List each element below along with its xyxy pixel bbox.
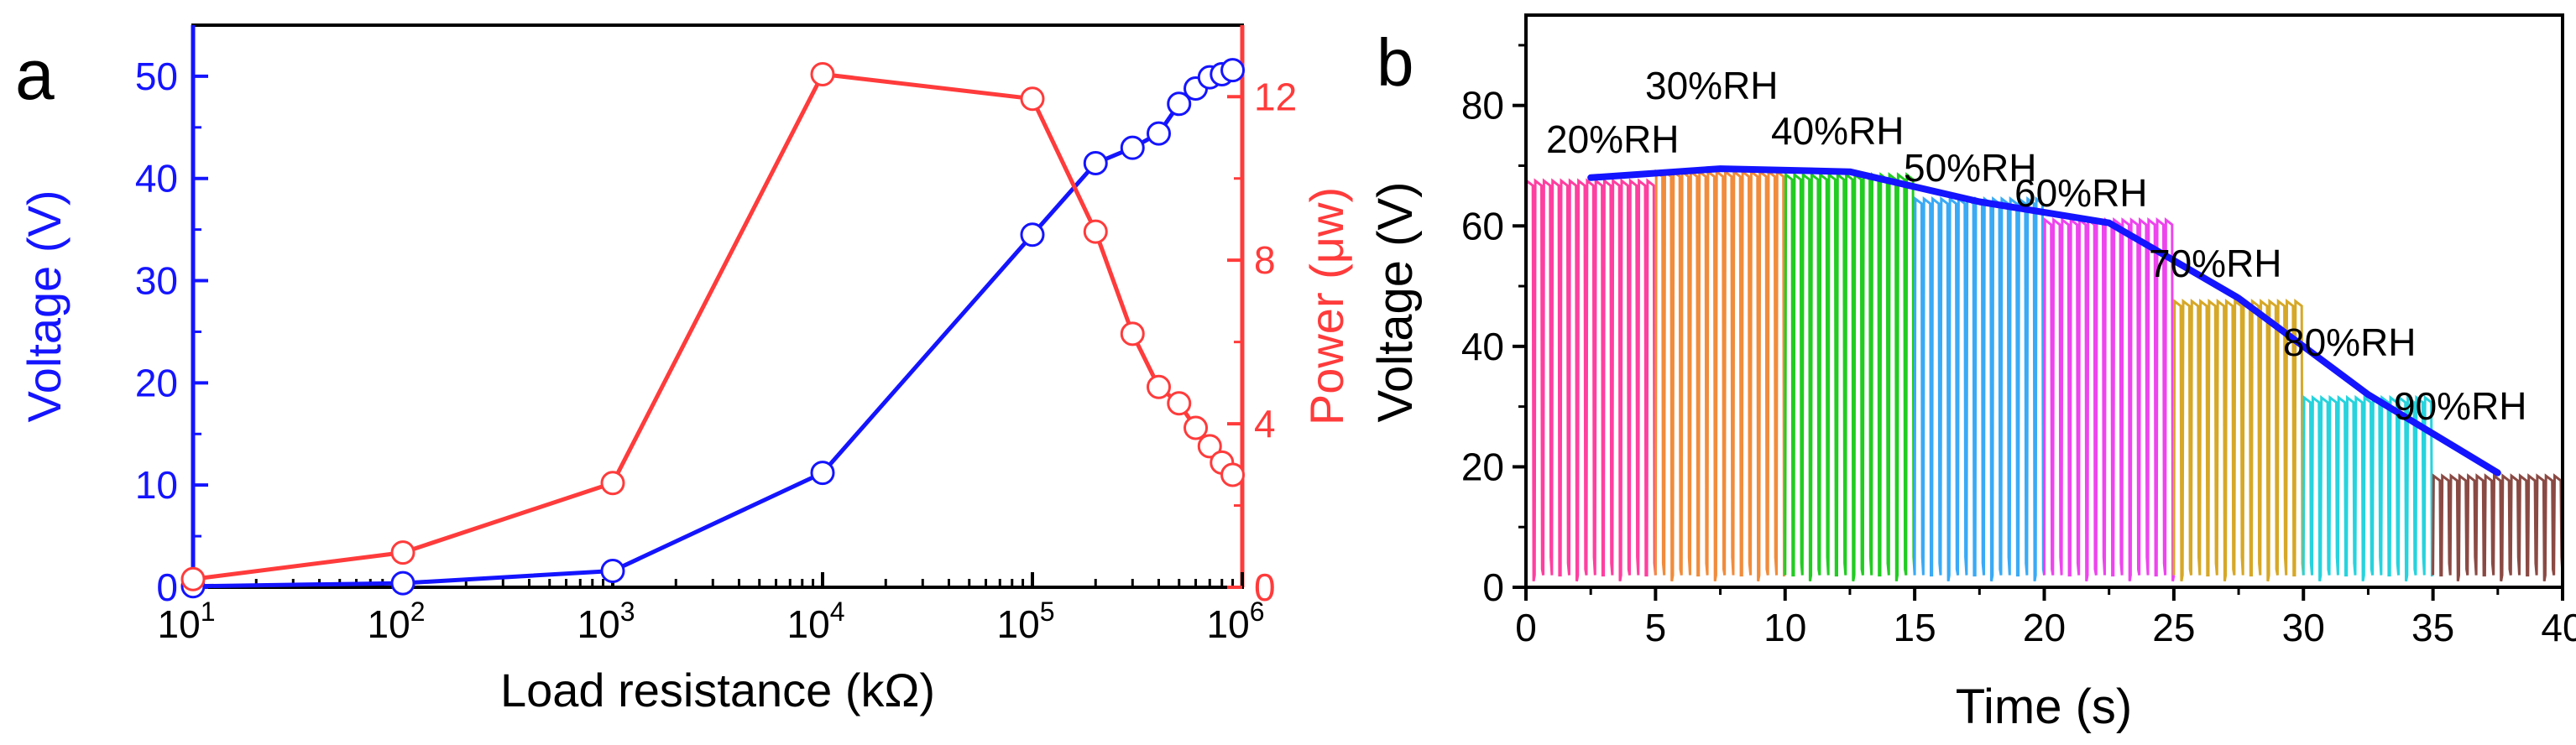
panel-a-left-tick-label: 30 — [135, 259, 178, 303]
panel-a-voltage-point — [1020, 222, 1045, 247]
panel-a-x-tick-label: 105 — [997, 597, 1055, 646]
panel-b-x-tick-label: 15 — [1894, 606, 1936, 649]
panel-a-label: a — [15, 35, 55, 114]
panel-a-right-tick-label: 8 — [1254, 238, 1276, 282]
panel-b-humidity-label: 40%RH — [1771, 109, 1905, 153]
panel-a-x-tick-label: 103 — [577, 597, 635, 646]
panel-b-humidity-label: 20%RH — [1546, 117, 1680, 161]
panel-b-waveform-30pct-rh — [1654, 169, 1785, 582]
panel-a: a 101 102 103 104 105 106 0 10 20 30 40 50 0 4 8 12 L… — [15, 23, 1353, 716]
panel-a-x-tick-label: 102 — [368, 597, 426, 646]
panel-a-left-y-axis-title: Voltage (V) — [18, 190, 71, 422]
panel-a-voltage-point — [1120, 135, 1145, 160]
panel-a-right-tick-label: 4 — [1254, 402, 1276, 445]
panel-a-left-tick-label: 20 — [135, 361, 178, 404]
panel-a-x-axis: 101 102 103 104 105 106 — [158, 572, 1265, 646]
panel-b-waveform-90pct-rh — [2432, 473, 2564, 582]
panel-b: b 0 5 10 15 20 25 30 35 40 0 20 40 60 80 20%RH 30%RH4… — [1368, 13, 2576, 734]
panel-b-waveform-20pct-rh — [1524, 178, 1657, 582]
panel-b-x-axis: 0 5 10 15 20 25 30 35 40 — [1515, 587, 2576, 649]
panel-b-humidity-label: 30%RH — [1645, 64, 1779, 107]
panel-a-left-y-axis: 0 10 20 30 40 50 — [135, 55, 208, 609]
panel-a-power-point — [390, 540, 415, 565]
panel-a-x-tick-label: 101 — [158, 597, 216, 646]
panel-a-x-axis-title: Load resistance (kΩ) — [500, 664, 935, 716]
panel-a-power-point — [1167, 391, 1192, 416]
panel-b-x-tick-label: 30 — [2282, 606, 2325, 649]
panel-a-power-point — [1083, 219, 1108, 244]
panel-b-humidity-label: 90%RH — [2394, 384, 2527, 428]
panel-a-power-point — [1197, 434, 1222, 459]
panel-a-voltage-point — [1083, 150, 1108, 175]
panel-b-waveform-70pct-rh — [2172, 298, 2305, 582]
panel-a-x-tick-label: 104 — [787, 597, 845, 646]
panel-b-y-axis: 0 20 40 60 80 — [1461, 44, 1526, 609]
panel-b-humidity-label: 60%RH — [2014, 171, 2148, 215]
panel-b-x-tick-label: 20 — [2023, 606, 2066, 649]
panel-a-power-point — [1120, 321, 1145, 346]
panel-b-y-axis-title: Voltage (V) — [1368, 182, 1423, 423]
panel-b-trend-line — [1587, 165, 2501, 477]
panel-b-x-tick-label: 0 — [1515, 606, 1537, 649]
panel-a-power-point — [1220, 462, 1246, 487]
panel-a-voltage-point — [1147, 121, 1172, 146]
panel-b-humidity-label: 80%RH — [2283, 320, 2417, 364]
panel-a-x-tick-label: 106 — [1207, 597, 1265, 646]
panel-a-series — [180, 58, 1246, 599]
panel-a-left-tick-label: 40 — [135, 157, 178, 201]
panel-a-left-tick-label: 50 — [135, 55, 178, 98]
panel-a-frame — [191, 23, 1244, 589]
panel-b-y-tick-label: 60 — [1461, 204, 1504, 247]
panel-a-power-point — [1020, 86, 1045, 112]
panel-b-y-tick-label: 40 — [1461, 325, 1504, 368]
panel-a-left-tick-label: 10 — [135, 463, 178, 507]
panel-b-x-tick-label: 25 — [2152, 606, 2195, 649]
panel-a-power-point — [1183, 415, 1209, 440]
panel-a-right-tick-label: 0 — [1254, 565, 1276, 609]
panel-a-voltage-point — [810, 461, 835, 486]
panel-b-y-tick-label: 20 — [1461, 445, 1504, 488]
panel-a-voltage-point — [1220, 58, 1246, 83]
panel-b-x-tick-label: 5 — [1645, 606, 1667, 649]
panel-b-waveform-40pct-rh — [1784, 172, 1916, 582]
panel-a-voltage-point — [600, 559, 625, 584]
panel-a-power-point — [1147, 374, 1172, 399]
panel-b-waveform-80pct-rh — [2302, 394, 2433, 582]
panel-b-waveform-50pct-rh — [1913, 195, 2046, 582]
panel-a-voltage-point — [1167, 91, 1192, 117]
panel-a-power-point — [600, 471, 625, 496]
panel-b-x-axis-title: Time (s) — [1956, 680, 2132, 734]
panel-b-y-tick-label: 0 — [1482, 565, 1504, 609]
panel-b-x-tick-label: 35 — [2411, 606, 2454, 649]
panel-b-label: b — [1377, 25, 1414, 100]
panel-a-power-point — [180, 566, 206, 591]
panel-b-y-tick-label: 80 — [1461, 84, 1504, 128]
panel-b-x-tick-label: 10 — [1763, 606, 1806, 649]
panel-a-voltage-point — [390, 570, 415, 596]
panel-a-right-y-axis-title: Power (μw) — [1300, 187, 1353, 425]
panel-a-right-y-axis: 0 4 8 12 — [1227, 75, 1297, 609]
panel-b-humidity-label: 70%RH — [2149, 242, 2282, 285]
panel-a-power-point — [810, 61, 835, 86]
panel-b-plot-area — [1524, 165, 2564, 582]
panel-a-right-tick-label: 12 — [1254, 75, 1297, 118]
panel-a-power-line — [192, 72, 1235, 581]
panel-b-humidity-label: 50%RH — [1904, 146, 2037, 190]
panel-a-left-tick-label: 0 — [156, 565, 178, 609]
panel-a-voltage-line — [192, 68, 1234, 589]
panel-b-x-tick-label: 40 — [2541, 606, 2576, 649]
